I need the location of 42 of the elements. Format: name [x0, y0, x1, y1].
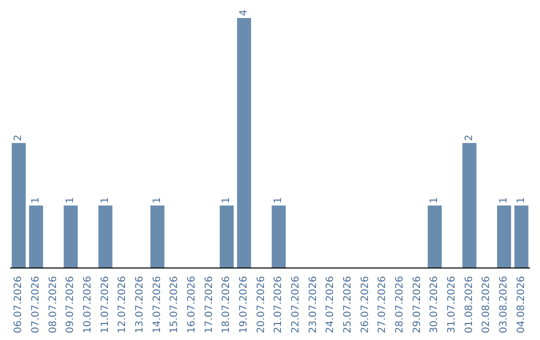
x-tick-label: 27.07.2026 — [377, 276, 388, 334]
x-tick-label: 25.07.2026 — [342, 276, 354, 334]
x-tick-label: 04.08.2026 — [516, 276, 527, 334]
x-tick-label: 02.08.2026 — [481, 276, 492, 334]
x-tick-label: 11.07.2026 — [100, 276, 111, 334]
x-tick-label: 21.07.2026 — [273, 276, 284, 334]
x-tick-label: 18.07.2026 — [221, 276, 232, 334]
x-tick-label: 15.07.2026 — [169, 276, 180, 334]
x-tick-label: 13.07.2026 — [134, 276, 146, 334]
x-tick-label: 06.07.2026 — [13, 276, 24, 334]
data-label: 1 — [273, 197, 284, 204]
x-tick-label: 23.07.2026 — [308, 276, 319, 334]
data-label: 1 — [516, 197, 527, 204]
x-tick-label: 30.07.2026 — [429, 276, 440, 334]
x-tick-label: 16.07.2026 — [186, 276, 198, 334]
x-tick-label: 07.07.2026 — [30, 276, 42, 334]
x-tick-label: 20.07.2026 — [256, 276, 267, 334]
x-tick-label: 31.07.2026 — [446, 276, 458, 334]
x-tick-label: 17.07.2026 — [204, 276, 215, 334]
data-label: 1 — [429, 197, 440, 204]
x-tick-label: 03.08.2026 — [498, 276, 510, 334]
data-label: 4 — [238, 10, 250, 16]
x-tick-label: 22.07.2026 — [290, 276, 302, 334]
data-label: 1 — [498, 197, 510, 204]
x-tick-label: 08.07.2026 — [48, 276, 59, 334]
x-tick-label: 28.07.2026 — [394, 276, 406, 334]
data-label: 1 — [221, 197, 232, 204]
x-tick-label: 01.08.2026 — [464, 276, 475, 334]
data-label: 2 — [13, 134, 24, 141]
x-tick-label: 14.07.2026 — [152, 276, 163, 334]
x-tick-label: 12.07.2026 — [117, 276, 128, 334]
data-label: 1 — [30, 197, 42, 204]
data-label: 2 — [464, 134, 475, 141]
x-tick-label: 26.07.2026 — [360, 276, 371, 334]
x-tick-label: 10.07.2026 — [82, 276, 94, 334]
x-tick-label: 19.07.2026 — [238, 276, 250, 334]
data-label: 1 — [100, 197, 111, 204]
x-tick-label: 09.07.2026 — [65, 276, 76, 334]
x-tick-label: 29.07.2026 — [412, 276, 423, 334]
x-tick-label: 24.07.2026 — [325, 276, 336, 334]
data-label: 1 — [65, 197, 76, 204]
data-label: 1 — [152, 197, 163, 204]
